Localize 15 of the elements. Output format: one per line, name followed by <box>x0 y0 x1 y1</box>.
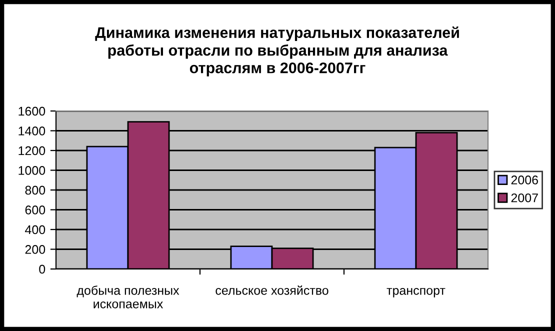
y-tick-label: 200 <box>25 245 46 254</box>
x-tick-label: транспорт <box>386 288 446 298</box>
y-tick-label: 800 <box>25 186 46 195</box>
legend-label: 2006 <box>511 176 538 184</box>
y-tick-label: 0 <box>39 264 46 274</box>
y-tick-label: 1200 <box>18 146 46 156</box>
y-tick-label: 600 <box>25 206 46 214</box>
y-tick-label: 1600 <box>18 106 46 116</box>
x-tick-label: сельское хозяйство <box>216 285 328 295</box>
y-tick-label: 1000 <box>18 166 46 175</box>
chart-title: Динамика изменения натуральных показателей работы отрасли по выбранным для анализа отраслям в 2006-2007гг <box>95 26 459 76</box>
legend-label: 2007 <box>511 193 538 202</box>
y-tick-label: 1400 <box>18 126 46 136</box>
x-tick-label: добыча полезных ископаемых <box>76 286 180 308</box>
y-tick-label: 400 <box>25 225 46 234</box>
